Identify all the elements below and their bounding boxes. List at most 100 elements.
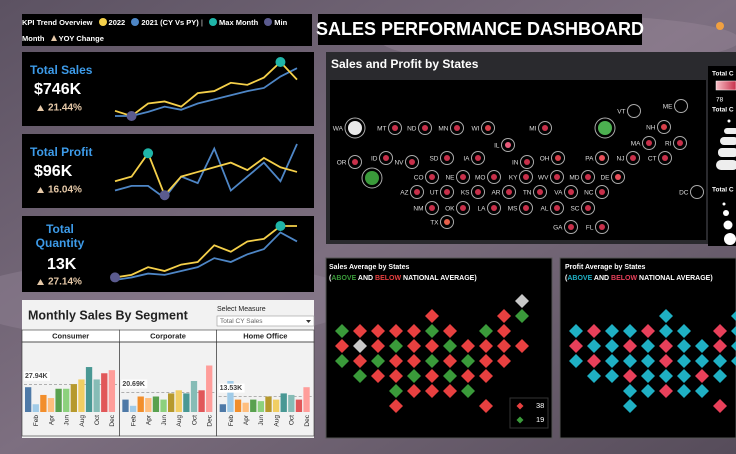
size-legend xyxy=(723,210,729,216)
bar xyxy=(257,401,265,412)
size-legend xyxy=(727,119,731,123)
trend-line xyxy=(114,143,298,200)
kpi-change: 21.44% xyxy=(48,103,82,114)
state-tile xyxy=(335,354,349,368)
state-dot xyxy=(537,189,543,195)
legend-count: 38 xyxy=(536,401,544,410)
state-tile xyxy=(641,384,655,398)
state-label: MT xyxy=(377,126,386,133)
state-label: SD xyxy=(429,156,438,163)
min-marker xyxy=(159,190,170,201)
state-tile xyxy=(659,339,673,353)
state-dot xyxy=(444,219,450,225)
state-ring xyxy=(487,201,501,215)
kpi-legend: KPI Trend Overview 2022 2021 (CY Vs PY) … xyxy=(22,15,307,47)
state-tile xyxy=(443,369,457,383)
state-label: VT xyxy=(617,109,625,116)
bar xyxy=(280,393,287,412)
state-label: LA xyxy=(478,206,487,213)
dropdown-arrow[interactable] xyxy=(306,320,311,323)
state-tile xyxy=(425,354,439,368)
subtitle-part: NATIONAL AVERAGE) xyxy=(637,275,713,282)
bar xyxy=(219,404,226,412)
state-label: TX xyxy=(430,220,439,227)
legend-count: 19 xyxy=(536,415,544,424)
state-tile xyxy=(425,324,439,338)
legend-swatch xyxy=(209,18,218,26)
state-dot xyxy=(475,189,481,195)
kpi-card xyxy=(22,216,314,292)
state-label: WV xyxy=(538,175,549,182)
state-dot xyxy=(555,155,561,161)
state-tile xyxy=(443,324,457,338)
state-dot xyxy=(348,121,362,135)
state-label: MO xyxy=(475,175,485,182)
bar xyxy=(137,396,144,412)
state-dot xyxy=(444,189,450,195)
state-dot xyxy=(429,205,435,211)
state-dot xyxy=(491,205,497,211)
state-tile xyxy=(605,339,619,353)
state-label: AZ xyxy=(400,190,408,197)
state-label: ID xyxy=(371,156,378,163)
bar xyxy=(85,367,93,412)
state-label: OK xyxy=(445,206,455,213)
state-tile xyxy=(641,354,655,368)
month-label: Jun xyxy=(258,415,265,426)
state-tile xyxy=(569,354,583,368)
size-legend xyxy=(718,148,736,157)
state-dot xyxy=(554,205,560,211)
state-tile xyxy=(695,369,709,383)
state-ring xyxy=(564,220,578,234)
bar xyxy=(78,379,85,412)
state-dot xyxy=(460,174,466,180)
subtitle-part: AND xyxy=(356,275,375,282)
state-ring xyxy=(440,215,454,229)
legend-swatch xyxy=(264,18,273,26)
state-tile xyxy=(623,354,637,368)
state-dot xyxy=(505,142,511,148)
state-tile xyxy=(659,354,673,368)
bar xyxy=(295,399,303,412)
state-dot xyxy=(524,159,530,165)
subtitle-part: ABOVE xyxy=(331,275,356,282)
state-label: NC xyxy=(584,190,594,197)
size-legend xyxy=(723,220,733,230)
bar xyxy=(272,399,280,412)
state-tile xyxy=(677,339,691,353)
state-tile xyxy=(479,354,493,368)
legend-item: Min Month xyxy=(22,18,288,43)
month-label: Aug xyxy=(273,415,280,427)
state-tile xyxy=(695,354,709,368)
state-tile xyxy=(587,369,601,383)
state-label: KS xyxy=(461,190,470,197)
state-label: IL xyxy=(494,143,500,150)
trend-line xyxy=(114,60,298,117)
state-ring xyxy=(520,155,534,169)
legend-item: Max Month xyxy=(219,18,259,27)
measure-dropdown[interactable] xyxy=(216,315,315,327)
state-label: MA xyxy=(631,141,641,148)
bar xyxy=(250,399,257,412)
state-ring xyxy=(594,117,616,139)
reference-box xyxy=(24,371,50,381)
kpi-value: 13K xyxy=(47,256,77,273)
bar xyxy=(265,396,272,412)
month-label: Apr xyxy=(146,414,153,425)
state-label: KY xyxy=(509,175,518,182)
state-tile xyxy=(497,354,511,368)
bar xyxy=(40,394,47,412)
state-label: DC xyxy=(679,190,689,197)
month-label: Apr xyxy=(48,414,55,425)
state-label: TN xyxy=(523,190,532,197)
month-label: Apr xyxy=(243,414,250,425)
bar xyxy=(122,399,129,412)
state-label: VA xyxy=(554,190,563,197)
state-label: IN xyxy=(512,160,519,167)
kpi-value: $746K xyxy=(34,81,82,98)
yoy-icon xyxy=(37,279,44,285)
measure-value[interactable]: Total CY Sales xyxy=(220,318,263,325)
state-dot xyxy=(485,125,491,131)
subtitle-part: NATIONAL AVERAGE) xyxy=(401,275,477,282)
